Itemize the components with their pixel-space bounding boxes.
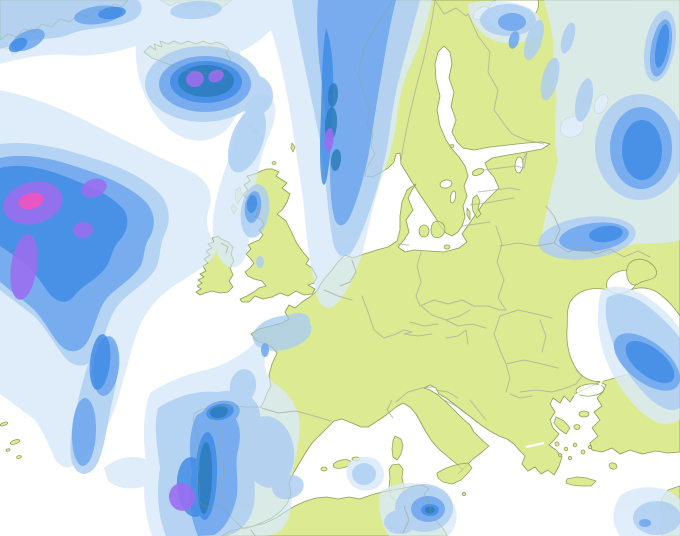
precip-cell (261, 343, 269, 357)
precip-cell (498, 13, 526, 31)
precip-cell (241, 416, 295, 488)
precip-cell (18, 192, 44, 210)
precip-cell (284, 312, 310, 332)
lesbos (578, 410, 590, 418)
border-romania-ukraine (499, 309, 553, 319)
orkney (271, 161, 277, 165)
border-austria-hungary (445, 329, 469, 345)
precip-cell (73, 221, 93, 239)
dardanelles (573, 390, 585, 397)
precip-cell (639, 519, 651, 527)
precip-cell (654, 24, 670, 68)
lake-peipus (514, 156, 524, 174)
bornholm (443, 244, 451, 250)
border-france-germany (361, 295, 375, 331)
funen (418, 224, 430, 238)
gotland (471, 194, 482, 219)
country-borders-layer (212, 0, 651, 536)
precip-cell (98, 6, 126, 20)
precip-cell (327, 83, 339, 107)
chios (573, 424, 581, 430)
border-algeria-morocco (250, 529, 256, 536)
border-switzerland (373, 329, 397, 339)
border-ukraine-belarus (499, 242, 555, 247)
ibiza (320, 466, 328, 472)
border-poland-germany (415, 251, 422, 307)
precip-cell (508, 31, 520, 49)
precip-cell (104, 456, 157, 489)
border-bulgaria-greece-turkey (519, 369, 583, 393)
border-lithuania-belarus (469, 197, 515, 206)
precip-cell (227, 107, 267, 173)
precip-cell (186, 70, 204, 88)
border-estonia-latvia (483, 165, 525, 171)
zealand (430, 221, 446, 238)
precip-cell (272, 474, 304, 500)
precip-cell (342, 165, 358, 175)
border-france-italy (386, 386, 435, 419)
border-belarus-russia (545, 205, 561, 244)
malta (461, 491, 466, 496)
border-norway-finland (434, 0, 469, 17)
precip-level-7-layer (18, 192, 44, 210)
border-moldova (539, 319, 547, 353)
precip-cell (210, 405, 228, 419)
border-romania-west (493, 315, 507, 365)
border-benelux (323, 259, 357, 301)
border-poland-czech-slovakia (419, 299, 507, 311)
precip-cell (633, 501, 680, 535)
border-spain-portugal (212, 418, 227, 507)
precip-cell (71, 398, 97, 466)
precip-cell (256, 256, 264, 268)
precip-cell (352, 463, 376, 485)
euboea (553, 416, 571, 435)
shetland (290, 142, 296, 153)
precip-cell (89, 334, 111, 390)
precip-cell (330, 149, 342, 171)
border-austria-italy-slovenia (395, 329, 433, 337)
precip-cell (10, 234, 38, 300)
azores (0, 421, 22, 459)
rhodes (608, 462, 618, 470)
precip-cell (540, 57, 560, 101)
precip-cell (425, 506, 435, 514)
border-romania-bulgaria (505, 359, 559, 369)
border-algeria-tunisia (402, 505, 410, 534)
precip-cell (560, 22, 576, 54)
bosporus (596, 379, 604, 391)
precip-cell (324, 128, 334, 152)
border-france-spain (261, 407, 332, 422)
precip-cell (574, 78, 594, 122)
lake-vattern (449, 190, 457, 204)
precip-cell (384, 510, 416, 534)
border-poland-east (495, 225, 507, 311)
border-finland-russia (467, 13, 545, 145)
precip-cell (168, 483, 196, 511)
border-macedonia-albania (505, 363, 533, 399)
precip-cell (589, 225, 623, 243)
border-latvia-lithuania (477, 187, 521, 193)
precip-cell (197, 442, 213, 514)
precip-cell (8, 37, 28, 53)
border-estonia-russia (521, 151, 528, 169)
border-slovakia-hungary (445, 319, 487, 329)
gulf-of-corinth (525, 441, 545, 449)
precip-cell (625, 341, 675, 383)
border-kaliningrad (461, 221, 491, 227)
precip-cell (523, 19, 545, 61)
precip-cell (622, 120, 662, 180)
lake-vanern (439, 179, 453, 189)
border-ireland-uk (220, 242, 229, 254)
border-balkans-1 (435, 389, 487, 421)
precip-cell (81, 178, 107, 198)
border-ukraine-russia (553, 242, 651, 258)
oland (466, 207, 471, 221)
border-germany-austria (409, 321, 439, 327)
border-norway-sweden (400, 0, 436, 161)
precip-cell (170, 0, 222, 20)
border-denmark-germany (397, 243, 410, 246)
